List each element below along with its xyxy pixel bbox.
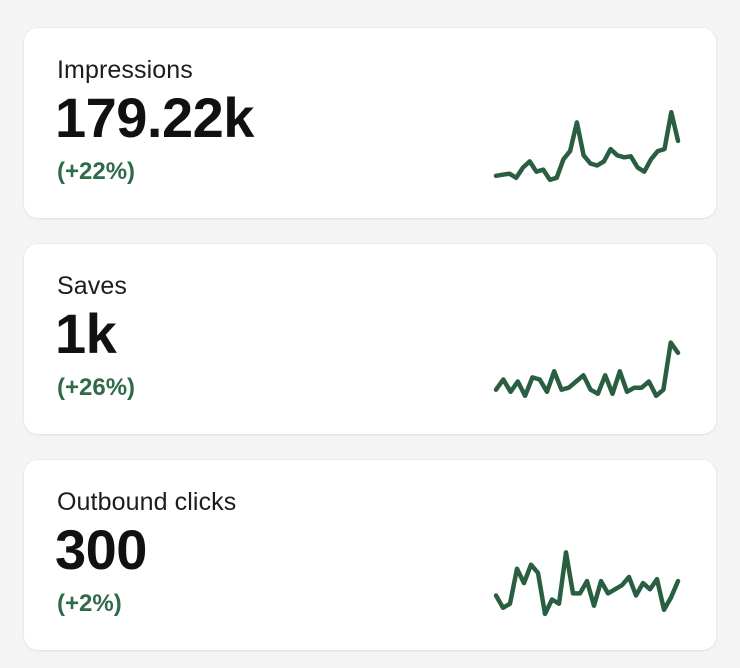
metric-label: Saves bbox=[57, 272, 127, 300]
sparkline-path bbox=[493, 550, 681, 617]
sparkline-path bbox=[493, 340, 681, 399]
metric-change: (+2%) bbox=[57, 590, 122, 617]
saves-sparkline bbox=[493, 340, 681, 399]
impressions-card[interactable]: Impressions 179.22k (+22%) bbox=[24, 28, 716, 218]
metric-value: 179.22k bbox=[55, 86, 254, 149]
outbound-clicks-card[interactable]: Outbound clicks 300 (+2%) bbox=[24, 460, 716, 650]
outbound-clicks-sparkline bbox=[493, 550, 681, 617]
metric-change: (+22%) bbox=[57, 158, 136, 185]
impressions-sparkline bbox=[493, 109, 681, 183]
metric-value: 1k bbox=[55, 302, 117, 365]
metrics-list: Impressions 179.22k (+22%) Saves 1k (+26… bbox=[24, 28, 716, 650]
saves-card[interactable]: Saves 1k (+26%) bbox=[24, 244, 716, 434]
metric-label: Impressions bbox=[57, 56, 193, 84]
sparkline-path bbox=[493, 109, 681, 183]
metric-label: Outbound clicks bbox=[57, 488, 237, 516]
metric-change: (+26%) bbox=[57, 374, 136, 401]
metric-value: 300 bbox=[55, 518, 147, 581]
